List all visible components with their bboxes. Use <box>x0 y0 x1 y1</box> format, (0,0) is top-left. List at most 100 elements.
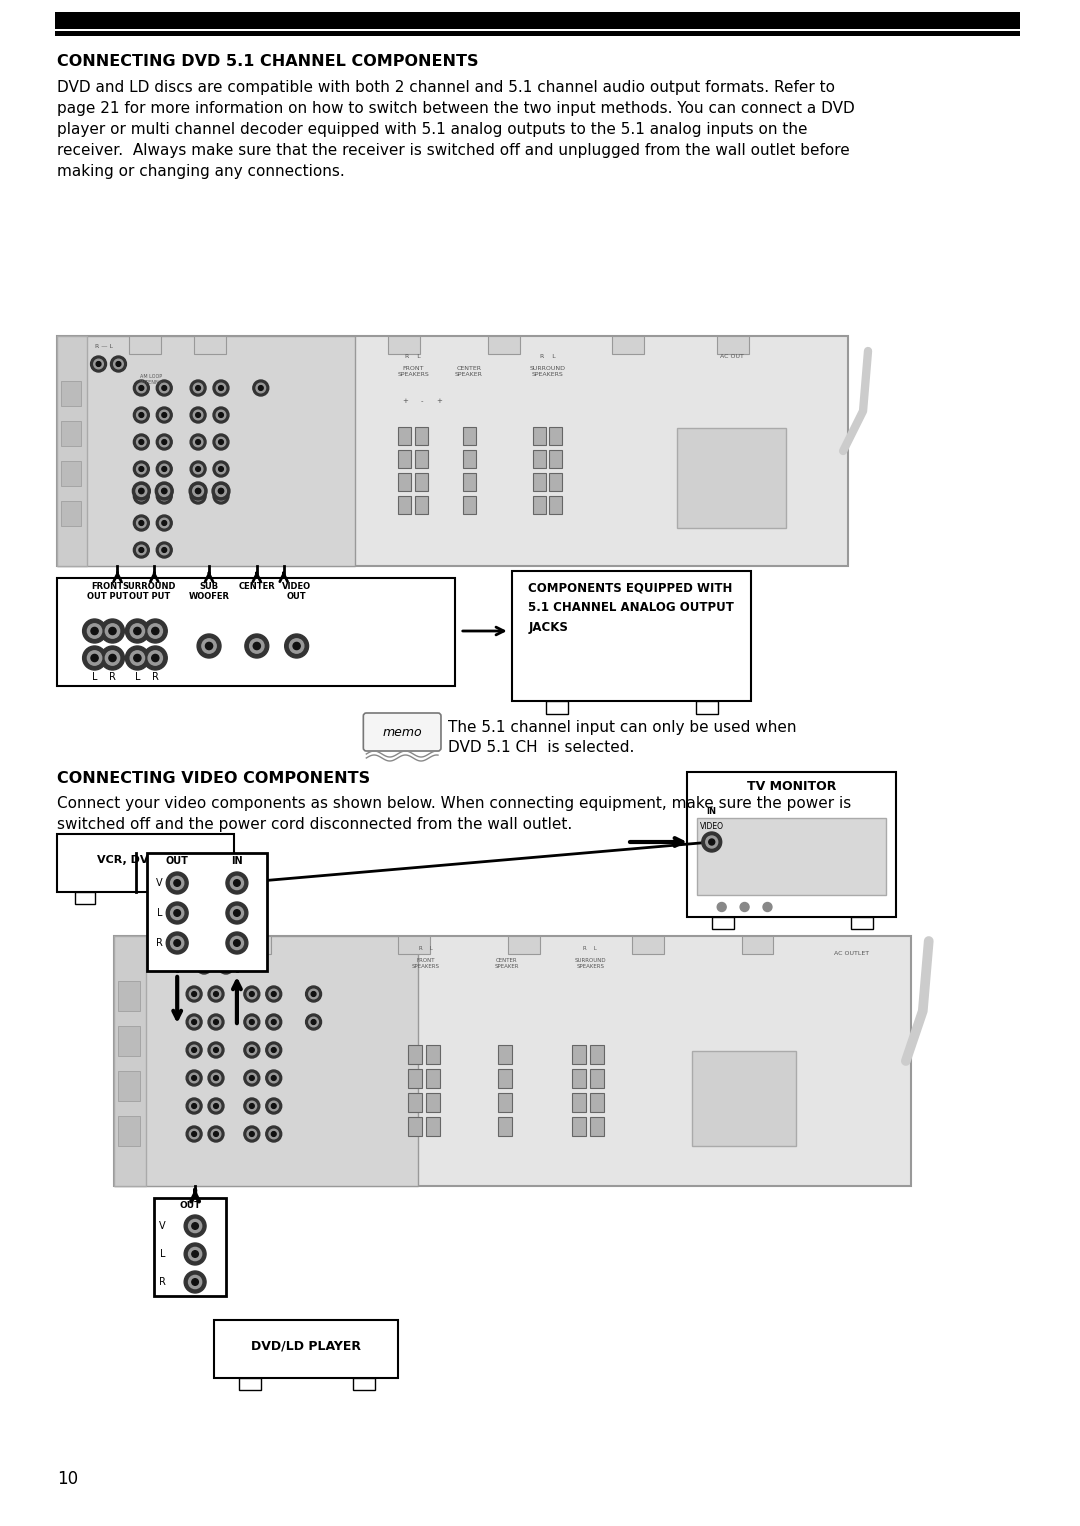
Bar <box>415 473 428 491</box>
Circle shape <box>136 464 146 473</box>
Circle shape <box>193 464 203 473</box>
Circle shape <box>705 836 718 848</box>
Bar <box>498 1045 512 1064</box>
Bar <box>408 1070 422 1088</box>
Bar <box>463 496 476 514</box>
FancyBboxPatch shape <box>363 713 441 751</box>
Text: OUT: OUT <box>179 1201 201 1210</box>
Bar <box>742 935 773 954</box>
Circle shape <box>216 491 226 501</box>
Text: R    L: R L <box>540 354 555 359</box>
Circle shape <box>247 1129 257 1138</box>
Circle shape <box>244 1070 260 1087</box>
Bar <box>57 835 234 893</box>
Circle shape <box>83 620 107 642</box>
Text: 10: 10 <box>57 1470 78 1488</box>
Circle shape <box>134 380 149 397</box>
Circle shape <box>247 989 257 1000</box>
Circle shape <box>190 433 206 450</box>
Bar <box>591 1093 604 1112</box>
Circle shape <box>197 958 212 974</box>
Circle shape <box>253 380 269 397</box>
Circle shape <box>139 493 144 499</box>
Circle shape <box>249 1076 254 1080</box>
Text: OUT: OUT <box>165 856 189 865</box>
Circle shape <box>226 932 248 954</box>
Circle shape <box>162 439 166 444</box>
Bar <box>572 1045 586 1064</box>
Bar <box>532 450 545 468</box>
Bar <box>408 1093 422 1112</box>
Circle shape <box>762 902 772 911</box>
Bar <box>119 1116 140 1146</box>
Text: DVD 5.1 CH  is selected.: DVD 5.1 CH is selected. <box>448 740 634 755</box>
Circle shape <box>192 1019 197 1024</box>
Circle shape <box>249 1132 254 1137</box>
Bar <box>712 917 733 929</box>
Bar <box>388 336 420 354</box>
Bar <box>550 496 563 514</box>
Circle shape <box>230 937 243 949</box>
Bar <box>426 1093 440 1112</box>
Text: IN: IN <box>706 807 717 816</box>
Circle shape <box>212 1102 220 1111</box>
Circle shape <box>157 488 172 504</box>
Text: FRONT
OUT PUT: FRONT OUT PUT <box>86 581 129 601</box>
Circle shape <box>139 412 144 418</box>
Circle shape <box>249 1019 254 1024</box>
Text: memo: memo <box>382 725 422 739</box>
Bar <box>532 473 545 491</box>
Circle shape <box>289 639 303 653</box>
Text: FRONT
SPEAKERS: FRONT SPEAKERS <box>413 958 440 969</box>
Circle shape <box>136 545 146 555</box>
Circle shape <box>247 1073 257 1083</box>
Circle shape <box>136 438 146 447</box>
Circle shape <box>269 989 279 1000</box>
Circle shape <box>212 989 220 1000</box>
Circle shape <box>269 1102 279 1111</box>
Circle shape <box>190 488 206 504</box>
Text: making or changing any connections.: making or changing any connections. <box>57 163 345 179</box>
Circle shape <box>174 909 180 916</box>
Text: IN: IN <box>231 856 243 865</box>
Circle shape <box>151 655 159 662</box>
Bar <box>572 1070 586 1088</box>
Circle shape <box>193 491 203 501</box>
Circle shape <box>244 986 260 1003</box>
Bar <box>692 1051 796 1146</box>
Circle shape <box>216 383 226 392</box>
Text: R: R <box>152 671 159 682</box>
Circle shape <box>193 410 203 420</box>
Circle shape <box>233 879 240 887</box>
Bar <box>214 1320 399 1378</box>
Circle shape <box>185 1215 206 1238</box>
Circle shape <box>266 986 282 1003</box>
Circle shape <box>309 1018 319 1027</box>
Circle shape <box>214 1019 218 1024</box>
Circle shape <box>306 986 322 1003</box>
Circle shape <box>134 655 141 662</box>
Circle shape <box>134 488 149 504</box>
Circle shape <box>271 1076 276 1080</box>
Circle shape <box>195 386 201 391</box>
Circle shape <box>83 645 107 670</box>
Circle shape <box>226 871 248 894</box>
Bar <box>399 473 411 491</box>
Bar <box>114 935 146 1186</box>
Text: V: V <box>156 877 163 888</box>
Circle shape <box>740 902 750 911</box>
Circle shape <box>214 1048 218 1053</box>
Text: switched off and the power cord disconnected from the wall outlet.: switched off and the power cord disconne… <box>57 816 572 832</box>
Circle shape <box>208 1126 224 1141</box>
Text: CENTER: CENTER <box>239 581 275 591</box>
Circle shape <box>226 902 248 925</box>
Circle shape <box>245 633 269 658</box>
Bar <box>415 450 428 468</box>
Circle shape <box>218 493 224 499</box>
Bar <box>60 421 81 446</box>
Bar <box>57 336 86 566</box>
Circle shape <box>134 542 149 559</box>
Text: DVD/LD PLAYER: DVD/LD PLAYER <box>251 1340 361 1352</box>
Bar <box>687 772 896 917</box>
Bar <box>399 427 411 446</box>
